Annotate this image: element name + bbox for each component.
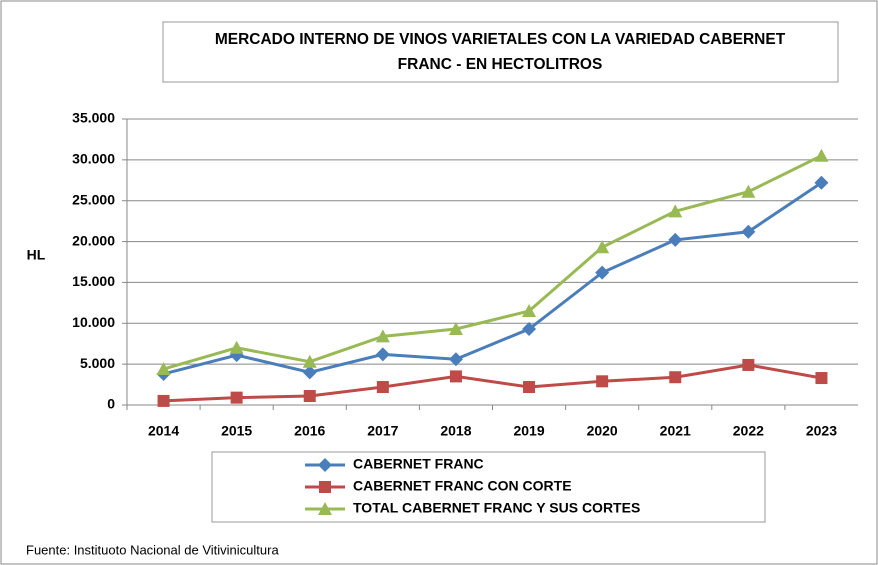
x-tick-label: 2020 (587, 423, 618, 439)
legend-label: TOTAL CABERNET FRANC Y SUS CORTES (353, 500, 640, 516)
x-tick-label: 2023 (806, 423, 837, 439)
point (741, 224, 756, 239)
point (595, 240, 610, 254)
point (668, 232, 683, 247)
legend-marker (319, 481, 331, 493)
point (376, 381, 389, 394)
x-tick-label: 2018 (440, 423, 471, 439)
x-tick-label: 2019 (513, 423, 544, 439)
point (157, 394, 170, 407)
legend-label: CABERNET FRANC CON CORTE (353, 478, 572, 494)
legend-marker (318, 502, 332, 515)
y-tick-label: 5.000 (80, 355, 115, 371)
y-axis-label: HL (27, 247, 46, 263)
point (522, 322, 537, 337)
point (448, 322, 463, 336)
chart-title: MERCADO INTERNO DE VINOS VARIETALES CON … (215, 31, 786, 48)
series-line (163, 363, 822, 403)
y-tick-label: 20.000 (72, 232, 115, 248)
point (302, 354, 317, 368)
chart-title: FRANC - EN HECTOLITROS (398, 56, 603, 73)
y-tick-label: 10.000 (72, 314, 115, 330)
x-tick-label: 2021 (660, 423, 691, 439)
point (814, 148, 829, 162)
point (230, 391, 243, 404)
point (668, 204, 683, 218)
point (742, 358, 755, 371)
point (156, 362, 171, 376)
series-line (163, 181, 823, 376)
point (522, 304, 537, 318)
legend-label: CABERNET FRANC (353, 456, 484, 472)
title-box (162, 21, 839, 83)
x-tick-label: 2014 (148, 423, 179, 439)
legend (211, 451, 766, 523)
point (814, 175, 829, 190)
point (815, 372, 828, 385)
x-tick-label: 2016 (294, 423, 325, 439)
point (302, 365, 317, 380)
y-tick-label: 30.000 (72, 151, 115, 167)
point (741, 184, 756, 198)
point (595, 265, 610, 280)
y-tick-label: 0 (107, 396, 115, 412)
point (448, 352, 463, 367)
point (229, 340, 244, 354)
legend-marker (318, 458, 332, 472)
source: Fuente: Instituoto Nacional de Vitivinic… (26, 542, 279, 557)
y-tick-label: 35.000 (72, 110, 115, 126)
x-tick-label: 2015 (221, 423, 252, 439)
y-tick-label: 25.000 (72, 191, 115, 207)
x-tick-label: 2022 (733, 423, 764, 439)
point (523, 381, 536, 394)
series-line (163, 154, 823, 371)
point (303, 390, 316, 403)
point (375, 347, 390, 362)
point (596, 375, 609, 388)
point (669, 371, 682, 384)
point (449, 370, 462, 383)
y-tick-label: 15.000 (72, 273, 115, 289)
point (375, 329, 390, 343)
x-tick-label: 2017 (367, 423, 398, 439)
